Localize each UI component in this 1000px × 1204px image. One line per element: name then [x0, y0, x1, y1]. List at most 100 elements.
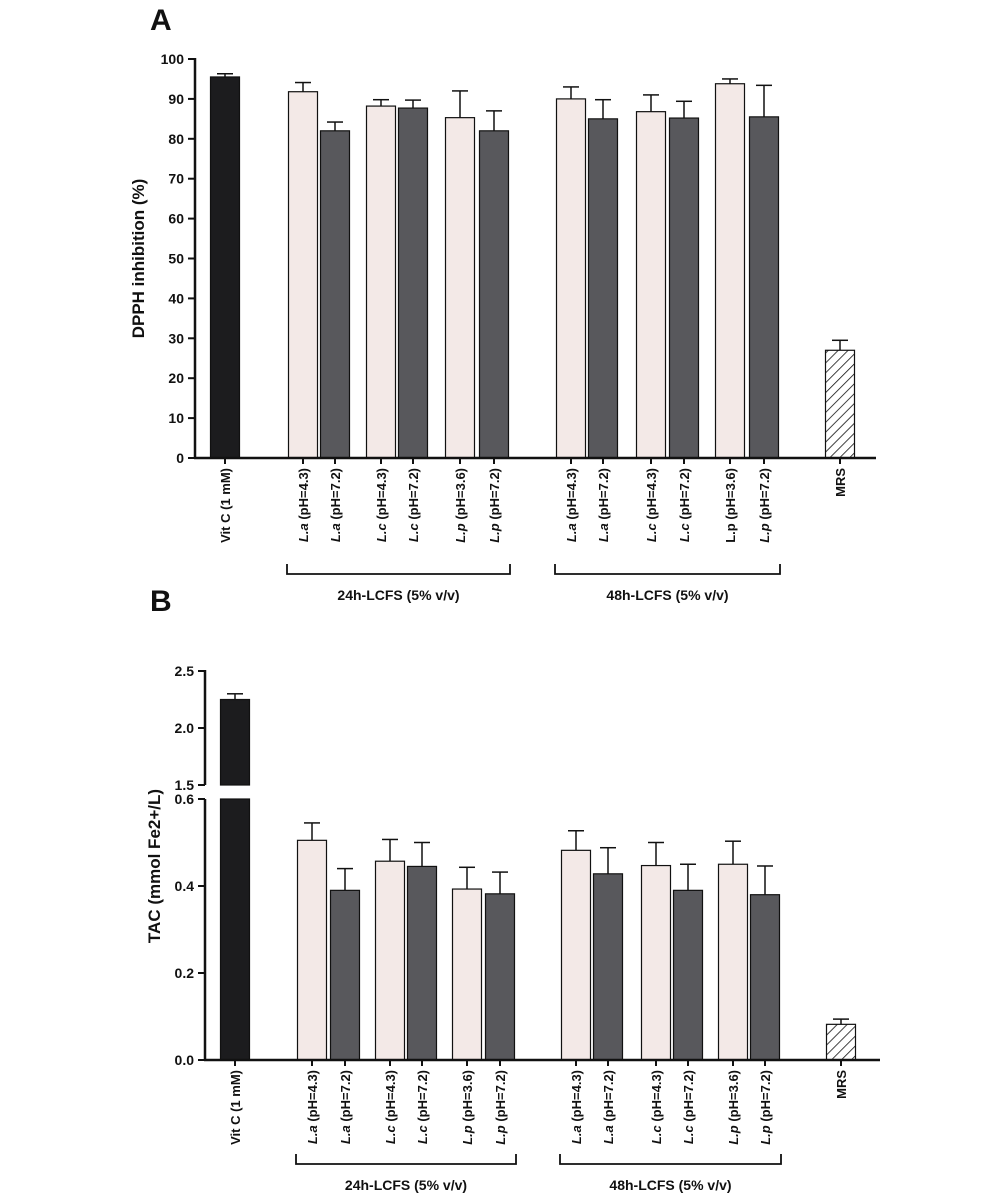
bar: [319, 130, 351, 459]
category-label: L.a (pH=4.3): [296, 468, 311, 542]
category-label-species: L.c: [415, 1125, 430, 1145]
bar: [592, 873, 624, 1061]
bar: [635, 111, 667, 459]
bar: [717, 863, 749, 1061]
group-label: 48h-LCFS (5% v/v): [609, 1177, 731, 1193]
category-label: L.c (pH=4.3): [374, 468, 389, 542]
category-label: L.a (pH=4.3): [564, 468, 579, 542]
y-tick-label: 80: [168, 131, 184, 147]
category-label: L.c (pH=7.2): [677, 468, 692, 542]
bar: [478, 130, 510, 459]
bar: [672, 889, 704, 1061]
category-label: L.c (pH=7.2): [415, 1070, 430, 1144]
category-label-text: (pH=4.3): [564, 468, 579, 523]
bar: [219, 798, 251, 1061]
bar: [374, 860, 406, 1061]
category-label-text: (pH=7.2): [677, 468, 692, 523]
category-label-species: L.p: [487, 523, 502, 543]
category-label-text: (pH=7.2): [406, 468, 421, 523]
category-label-species: L.a: [338, 1125, 353, 1144]
category-label-text: MRS: [833, 468, 848, 497]
category-label-text: (pH=7.2): [681, 1070, 696, 1125]
y-tick-label: 0.6: [175, 791, 195, 807]
y-tick-label: 30: [168, 330, 184, 346]
y-tick-label: 0.4: [175, 878, 195, 894]
y-tick-label: 0.0: [175, 1052, 195, 1068]
bar: [749, 894, 781, 1061]
category-label: L.c (pH=4.3): [644, 468, 659, 542]
bar: [296, 839, 328, 1061]
chart-panel-a: A DPPH inhibition (%) 0 10 20 30 40 50 60 70 80 90 1…: [129, 4, 876, 603]
y-tick-label: 20: [168, 370, 184, 386]
bar: [329, 889, 361, 1061]
category-label-species: L.c: [677, 523, 692, 543]
y-tick-label: 100: [161, 51, 185, 67]
bar: [640, 864, 672, 1061]
category-label-species: L.a: [564, 523, 579, 542]
category-label-species: L.p: [493, 1125, 508, 1145]
category-label: L.a (pH=7.2): [601, 1070, 616, 1144]
y-tick-label: 0.2: [175, 965, 195, 981]
bar: [714, 83, 746, 459]
category-label-species: L.c: [644, 523, 659, 543]
bar: [668, 117, 700, 459]
category-label-text: (pH=7.2): [596, 468, 611, 523]
category-label-species: L.p: [453, 523, 468, 543]
category-label-text: (pH=7.2): [493, 1070, 508, 1125]
y-tick-label: 90: [168, 91, 184, 107]
category-label-text: (pH=3.6): [453, 468, 468, 523]
category-label-species: L.a: [569, 1125, 584, 1144]
y-tick-label: 0: [176, 450, 184, 466]
category-label-text: (pH=7.2): [328, 468, 343, 523]
y-tick-label: 2.5: [175, 663, 195, 679]
category-label: L.p (pH=3.6): [726, 1070, 741, 1145]
bar: [444, 117, 476, 459]
bar: [484, 893, 516, 1061]
category-label-text: L.p (pH=3.6): [723, 468, 738, 543]
group-bracket: [559, 1154, 782, 1165]
category-label-text: (pH=3.6): [460, 1070, 475, 1125]
category-label-species: L.p: [757, 523, 772, 543]
category-label: Vit C (1 mM): [228, 1070, 243, 1145]
category-label: L.c (pH=4.3): [383, 1070, 398, 1144]
group-label: 48h-LCFS (5% v/v): [606, 587, 728, 603]
y-tick-label: 1.5: [175, 777, 195, 793]
y-tick-label: 50: [168, 251, 184, 267]
category-label: L.a (pH=7.2): [328, 468, 343, 542]
chart-panel-b: B TAC (mmol Fe2+/L) 0.0 0.2 0.4 0.61.5 2.0 2.5 V…: [145, 585, 880, 1193]
bar: [587, 118, 619, 459]
category-label-species: L.c: [406, 523, 421, 543]
category-label-text: (pH=7.2): [757, 468, 772, 523]
bar: [748, 116, 780, 459]
y-axis-title: TAC (mmol Fe2+/L): [145, 789, 164, 943]
group-bracket: [554, 564, 781, 575]
category-label: L.p (pH=7.2): [757, 468, 772, 543]
category-label-text: Vit C (1 mM): [228, 1070, 243, 1145]
category-label-text: (pH=4.3): [569, 1070, 584, 1125]
panel-label: A: [150, 4, 172, 37]
group-label: 24h-LCFS (5% v/v): [337, 587, 459, 603]
category-label-text: (pH=7.2): [601, 1070, 616, 1125]
category-label-text: (pH=4.3): [374, 468, 389, 523]
bar: [406, 865, 438, 1061]
category-label-text: (pH=4.3): [649, 1070, 664, 1125]
category-label: Vit C (1 mM): [218, 468, 233, 543]
y-tick-label: 2.0: [175, 720, 195, 736]
category-label: L.p (pH=7.2): [487, 468, 502, 543]
category-label-species: L.c: [681, 1125, 696, 1145]
bar: [209, 76, 241, 459]
category-label: L.a (pH=7.2): [596, 468, 611, 542]
y-tick-label: 10: [168, 410, 184, 426]
category-label: L.a (pH=4.3): [569, 1070, 584, 1144]
y-tick-label: 60: [168, 211, 184, 227]
category-label-text: Vit C (1 mM): [218, 468, 233, 543]
category-label-species: L.a: [328, 523, 343, 542]
bar: [451, 888, 483, 1061]
bar: [287, 91, 319, 459]
category-label: L.c (pH=7.2): [681, 1070, 696, 1144]
category-label-species: L.a: [305, 1125, 320, 1144]
y-tick-label: 70: [168, 171, 184, 187]
category-label-text: (pH=4.3): [296, 468, 311, 523]
category-label-text: (pH=7.2): [758, 1070, 773, 1125]
